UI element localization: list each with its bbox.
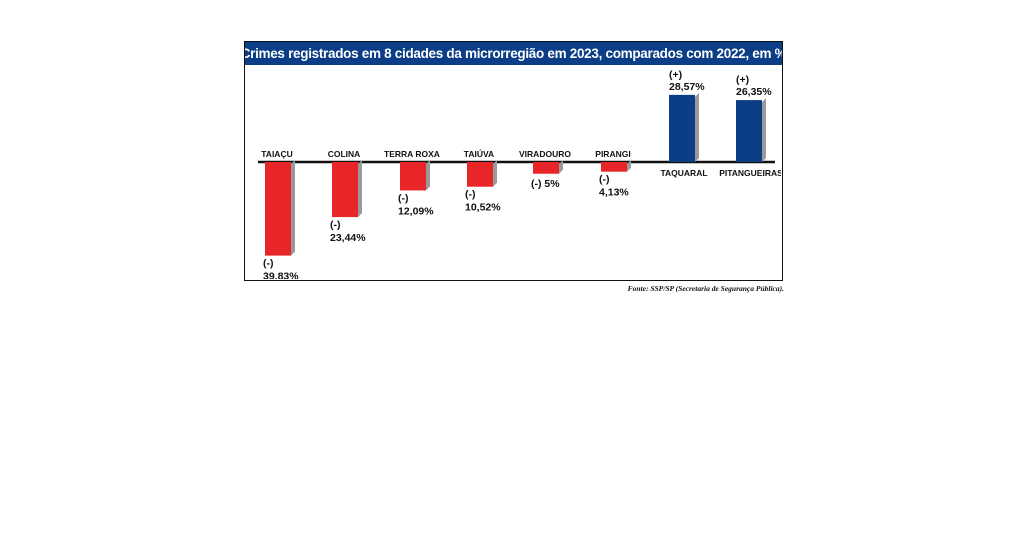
data-label-sign-5: (-) xyxy=(599,174,610,186)
bar-7 xyxy=(736,100,762,162)
data-label-sign-1: (-) xyxy=(330,219,341,231)
category-label-1: COLINA xyxy=(328,149,361,159)
bar-6 xyxy=(669,94,695,162)
bar-4 xyxy=(533,162,559,174)
data-label-value-5: 4,13% xyxy=(599,187,629,199)
bar-shadow-7 xyxy=(762,98,766,162)
category-label-7: PITANGUEIRAS xyxy=(719,168,781,178)
bar-5 xyxy=(601,162,627,172)
bar-shadow-1 xyxy=(358,160,362,218)
bar-shadow-5 xyxy=(627,160,631,172)
chart-title: Crimes registrados em 8 cidades da micro… xyxy=(245,42,782,65)
data-label-value-3: 10,52% xyxy=(465,202,501,214)
category-label-4: VIRADOURO xyxy=(519,149,571,159)
category-label-0: TAIAÇU xyxy=(261,149,292,159)
bar-shadow-4 xyxy=(559,160,563,174)
data-label-value-2: 12,09% xyxy=(398,205,434,217)
chart-canvas: TAIAÇU(-)39,83%COLINA(-)23,44%TERRA ROXA… xyxy=(258,69,781,279)
data-label-4: (-) 5% xyxy=(531,178,560,190)
data-label-sign-7: (+) xyxy=(736,74,749,86)
bar-shadow-3 xyxy=(493,160,497,187)
data-label-value-6: 28,57% xyxy=(669,81,705,93)
bar-2 xyxy=(400,162,426,191)
bar-shadow-0 xyxy=(291,160,295,256)
bar-shadow-6 xyxy=(695,92,699,162)
data-label-value-1: 23,44% xyxy=(330,232,366,244)
category-label-6: TAQUARAL xyxy=(660,168,707,178)
bar-1 xyxy=(332,162,358,218)
data-label-value-0: 39,83% xyxy=(263,271,299,279)
bar-shadow-2 xyxy=(426,160,430,191)
category-label-2: TERRA ROXA xyxy=(384,149,440,159)
category-label-3: TAIÚVA xyxy=(464,148,494,159)
bar-3 xyxy=(467,162,493,187)
data-label-sign-2: (-) xyxy=(398,192,409,204)
chart-frame: TAIAÇU (-) 39,83% COLINA (-) 23,44% TERRA ROXA… xyxy=(244,41,783,281)
data-label-sign-3: (-) xyxy=(465,189,476,201)
source-note: Fonte: SSP/SP (Secretaria de Segurança P… xyxy=(627,284,784,293)
data-label-sign-6: (+) xyxy=(669,69,682,81)
category-label-5: PIRANGI xyxy=(595,149,630,159)
bar-0 xyxy=(265,162,291,256)
data-label-value-7: 26,35% xyxy=(736,86,772,98)
data-label-sign-0: (-) xyxy=(263,258,274,270)
